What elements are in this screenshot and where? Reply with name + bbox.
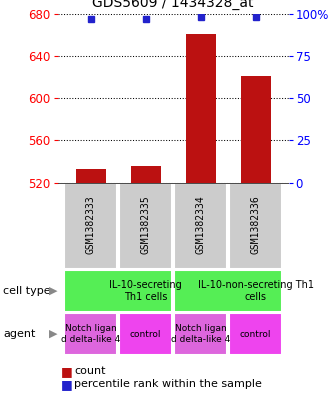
Text: GSM1382336: GSM1382336 [251,195,261,253]
Text: agent: agent [3,329,36,339]
Text: control: control [240,330,272,338]
Bar [64,270,172,312]
Text: IL-10-secreting
Th1 cells: IL-10-secreting Th1 cells [109,280,182,301]
Text: Notch ligan
d delta-like 4: Notch ligan d delta-like 4 [171,324,230,344]
Bar [131,166,161,183]
Text: control: control [130,330,161,338]
Bar [174,183,227,269]
Text: GSM1382335: GSM1382335 [141,195,151,253]
Text: cell type: cell type [3,286,51,296]
Text: GSM1382334: GSM1382334 [196,195,206,253]
Title: GDS5609 / 1434328_at: GDS5609 / 1434328_at [92,0,254,10]
Text: count: count [74,366,106,376]
Bar [229,313,282,355]
Bar [174,313,227,355]
Bar [119,183,172,269]
Text: Notch ligan
d delta-like 4: Notch ligan d delta-like 4 [61,324,120,344]
Text: percentile rank within the sample: percentile rank within the sample [74,379,262,389]
Bar [174,270,282,312]
Text: IL-10-non-secreting Th1
cells: IL-10-non-secreting Th1 cells [198,280,314,301]
Text: ■: ■ [61,365,73,378]
Bar [185,34,216,183]
Text: ▶: ▶ [49,329,57,339]
Text: GSM1382333: GSM1382333 [86,195,96,253]
Bar [229,183,282,269]
Text: ▶: ▶ [49,286,57,296]
Bar [119,313,172,355]
Text: ■: ■ [61,378,73,391]
Bar [64,313,117,355]
Bar [64,183,117,269]
Bar [76,169,106,183]
Bar [241,76,271,183]
